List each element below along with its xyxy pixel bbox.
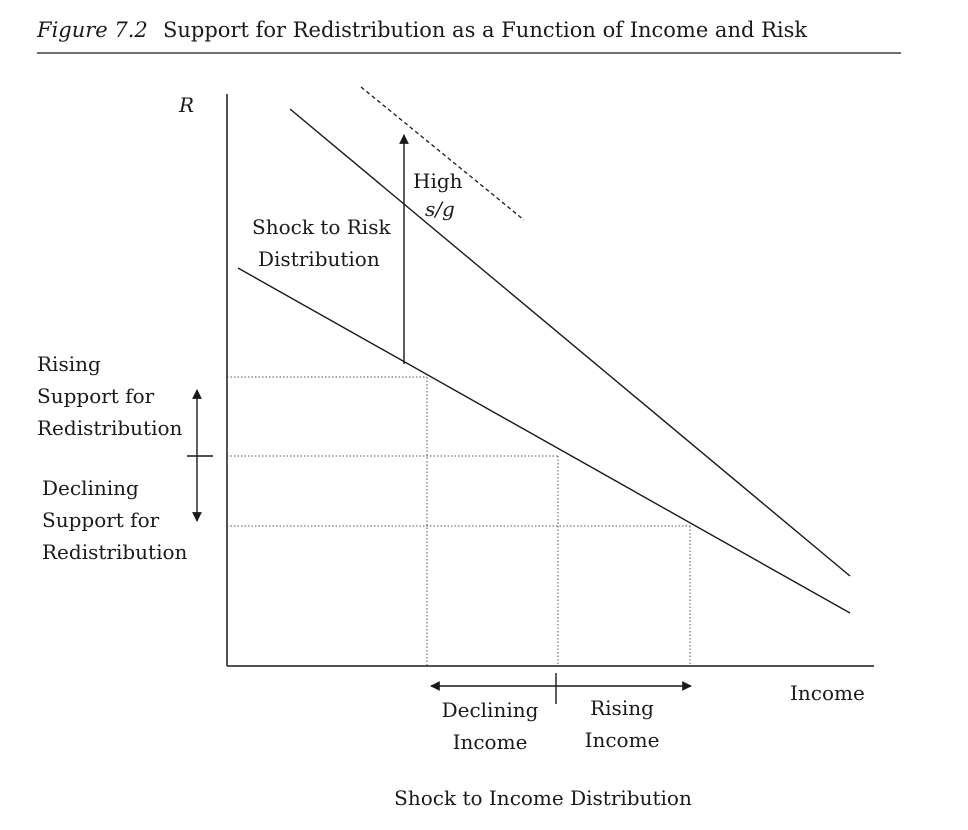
- high-sg-label-high: High: [413, 169, 463, 193]
- declining-income-label-line2: Income: [453, 730, 528, 754]
- y-axis-label: R: [178, 93, 194, 117]
- risk-shock-label-line1: Shock to Risk: [252, 215, 391, 239]
- declining-support-label-line1: Declining: [42, 476, 139, 500]
- x-axis-label: Income: [790, 681, 865, 705]
- rising-income-label-line2: Income: [585, 728, 660, 752]
- declining-support-label-line2: Support for: [42, 508, 160, 532]
- declining-support-label-line3: Redistribution: [42, 540, 188, 564]
- lower-line: [237, 267, 851, 614]
- figure-title: Support for Redistribution as a Function…: [163, 18, 807, 42]
- rising-support-label-line3: Redistribution: [37, 416, 183, 440]
- declining-income-label-line1: Declining: [442, 698, 539, 722]
- rising-support-label-line2: Support for: [37, 384, 155, 408]
- income-shock-label: Shock to Income Distribution: [394, 786, 692, 810]
- high-sg-dashed-line: [360, 86, 525, 221]
- rising-support-label-line1: Rising: [37, 352, 101, 376]
- figure-number: Figure 7.2: [36, 18, 148, 42]
- risk-shock-label-line2: Distribution: [258, 247, 380, 271]
- upper-line: [289, 108, 851, 577]
- high-sg-label-sg: s/g: [425, 197, 455, 221]
- rising-income-label-line1: Rising: [590, 696, 654, 720]
